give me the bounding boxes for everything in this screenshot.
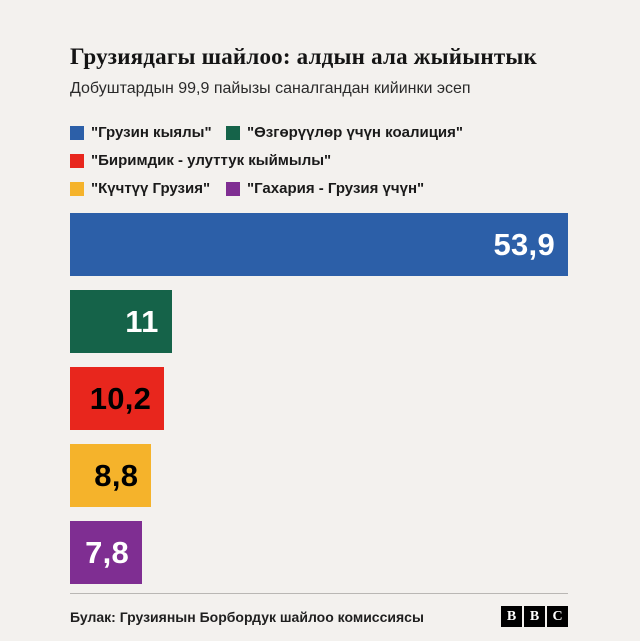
bar-value-label: 7,8 (85, 534, 130, 570)
bar-value-label: 10,2 (89, 380, 152, 416)
legend-item: "Биримдик - улуттук кыймылы" (70, 152, 568, 169)
legend-swatch (70, 125, 84, 140)
legend-item: "Өзгөрүүлөр үчүн коалиция" (226, 124, 568, 141)
bbc-logo-letter: B (501, 606, 522, 627)
bar-value-label: 53,9 (493, 226, 555, 262)
legend-label: "Грузин кыялы" (91, 124, 212, 141)
legend-label: "Өзгөрүүлөр үчүн коалиция" (247, 124, 464, 141)
bar-3: 8,8 (70, 444, 152, 507)
legend-label: "Гахария - Грузия үчүн" (247, 180, 425, 197)
legend-label: "Күчтүү Грузия" (91, 180, 211, 197)
bar-2: 10,2 (70, 367, 165, 430)
legend: "Грузин кыялы" "Өзгөрүүлөр үчүн коалиция"… (70, 124, 568, 197)
bar-1: 11 (70, 290, 172, 353)
bar-row: 10,2 (70, 367, 568, 430)
legend-swatch (70, 153, 84, 168)
bar-row: 53,9 (70, 213, 568, 276)
source-text: Булак: Грузиянын Борбордук шайлоо комисс… (70, 608, 424, 625)
bar-chart: 53,9 11 10,2 8,8 7,8 (70, 213, 568, 584)
bar-value-label: 8,8 (94, 457, 139, 493)
bar-0: 53,9 (70, 213, 568, 276)
legend-label: "Биримдик - улуттук кыймылы" (91, 152, 332, 169)
bar-row: 11 (70, 290, 568, 353)
chart-subtitle: Добуштардын 99,9 пайызы саналгандан кийи… (70, 80, 471, 97)
legend-swatch (70, 181, 84, 196)
chart-title: Грузиядагы шайлоо: алдын ала жыйынтык (70, 44, 537, 69)
footer: Булак: Грузиянын Борбордук шайлоо комисс… (70, 593, 568, 627)
bar-row: 8,8 (70, 444, 568, 507)
legend-swatch (226, 181, 240, 196)
bar-4: 7,8 (70, 521, 143, 584)
bbc-logo-letter: B (524, 606, 545, 627)
bar-value-label: 11 (125, 303, 159, 339)
bar-row: 7,8 (70, 521, 568, 584)
legend-swatch (226, 125, 240, 140)
legend-item: "Күчтүү Грузия" (70, 180, 226, 197)
legend-item: "Гахария - Грузия үчүн" (226, 180, 568, 197)
bbc-logo-letter: C (547, 606, 568, 627)
legend-item: "Грузин кыялы" (70, 124, 226, 141)
